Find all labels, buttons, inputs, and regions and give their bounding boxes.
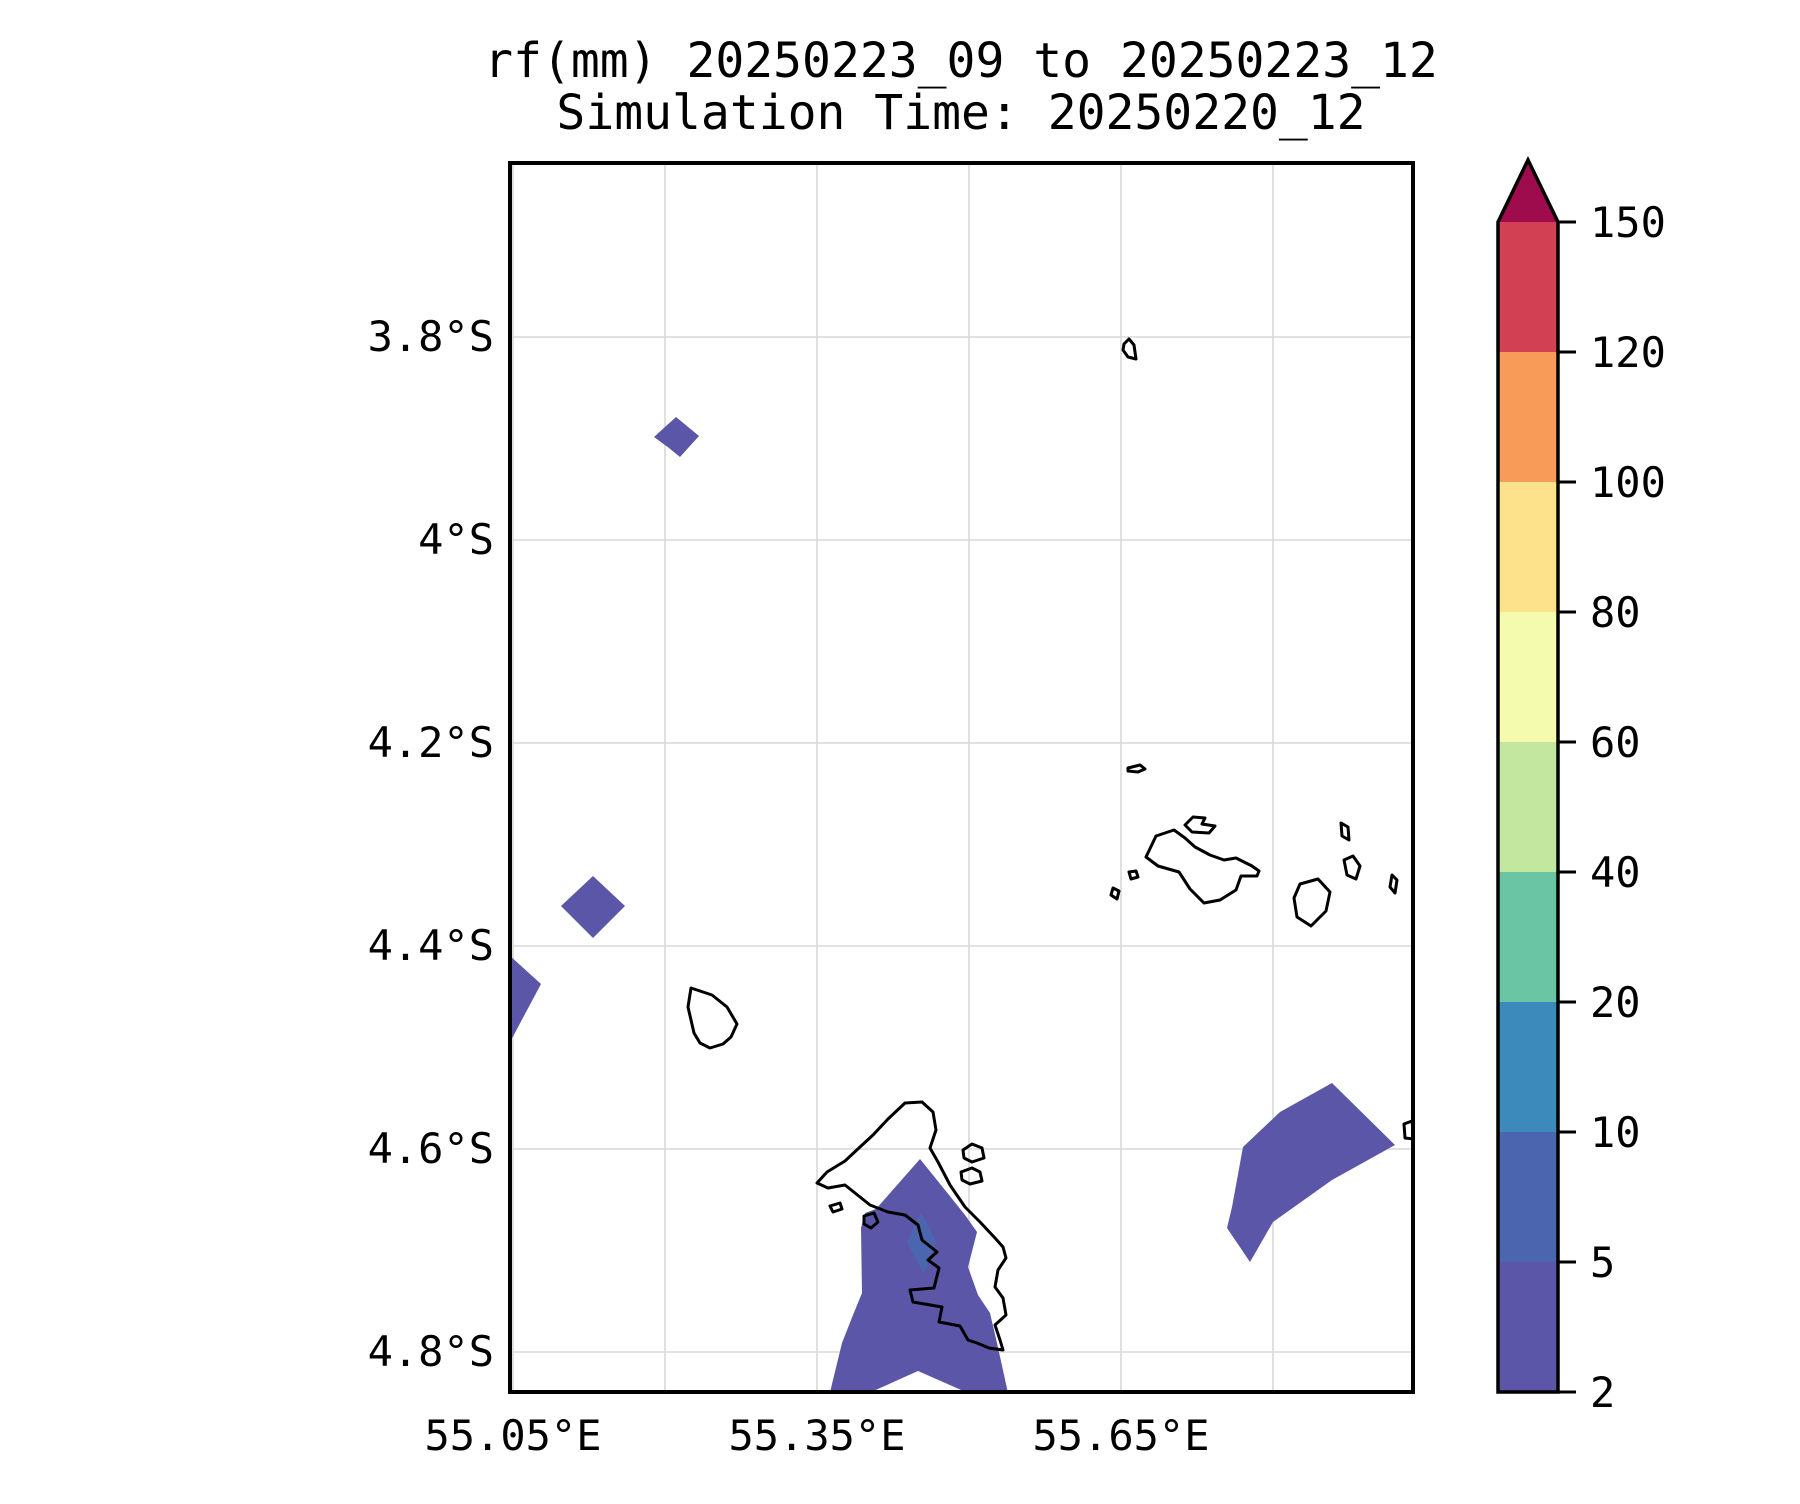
cbar-seg-10-20	[1498, 1002, 1558, 1132]
cbar-seg-2-5	[1498, 1262, 1558, 1392]
island-outline-silhouette	[686, 986, 739, 1050]
cbar-seg-60-80	[1498, 612, 1558, 742]
cbar-label-5: 5	[1590, 1238, 1615, 1287]
x-tick-label-55.65e: 55.65°E	[1032, 1411, 1209, 1460]
colorbar: 150 120 100 80 60 40 20 10 5 2	[1496, 155, 1666, 1417]
cbar-label-2: 2	[1590, 1368, 1615, 1417]
island-outline-ste-anne-north	[961, 1142, 986, 1164]
island-outline-east-sliver	[1388, 873, 1399, 895]
cbar-label-80: 80	[1590, 588, 1641, 637]
rain-patch-east-blob	[1227, 1083, 1395, 1262]
x-tick-label-55.05e: 55.05°E	[424, 1411, 601, 1460]
island-outline-west-sliver	[828, 1201, 844, 1214]
island-outline-denis	[1121, 337, 1138, 361]
cbar-outline	[1496, 155, 1560, 1394]
cbar-seg-5-10	[1498, 1132, 1558, 1262]
cbar-label-20: 20	[1590, 978, 1641, 1027]
figure-subtitle: Simulation Time: 20250220_12	[556, 85, 1365, 141]
island-outline-mahe	[815, 1100, 1008, 1352]
cbar-label-60: 60	[1590, 718, 1641, 767]
rain-patch-mid-diamond	[561, 876, 625, 938]
cbar-seg-100-120	[1498, 352, 1558, 482]
y-tick-label-4s: 4°S	[418, 515, 494, 564]
y-tick-label-3.8s: 3.8°S	[368, 312, 494, 361]
y-axis-labels: 3.8°S 4°S 4.2°S 4.4°S 4.6°S 4.8°S	[368, 312, 494, 1376]
island-outline-marianne	[1342, 854, 1362, 881]
island-outline-cousin	[1127, 869, 1140, 881]
y-tick-label-4.4s: 4.4°S	[368, 921, 494, 970]
cbar-seg-20-40	[1498, 872, 1558, 1002]
island-outline-fregate-clipped	[1402, 1119, 1413, 1141]
cbar-label-100: 100	[1590, 458, 1666, 507]
coastlines	[686, 337, 1413, 1352]
y-tick-label-4.6s: 4.6°S	[368, 1124, 494, 1173]
rain-patch-west-edge-wedge	[510, 955, 541, 1043]
y-tick-label-4.8s: 4.8°S	[368, 1327, 494, 1376]
island-outline-cousine	[1109, 886, 1121, 901]
cbar-label-40: 40	[1590, 848, 1641, 897]
island-outline-felicite	[1339, 821, 1351, 842]
x-tick-label-55.35e: 55.35°E	[728, 1411, 905, 1460]
cbar-ticks	[1558, 220, 1576, 1394]
island-outline-aride	[1126, 763, 1147, 774]
island-outline-la-digue	[1292, 877, 1332, 928]
cbar-seg-40-60	[1498, 742, 1558, 872]
island-outline-praslin	[1144, 828, 1261, 905]
cbar-seg-120-150	[1498, 222, 1558, 352]
y-tick-label-4.2s: 4.2°S	[368, 718, 494, 767]
cbar-seg-80-100	[1498, 482, 1558, 612]
cbar-label-10: 10	[1590, 1108, 1641, 1157]
figure-title: rf(mm) 20250223_09 to 20250223_12	[484, 33, 1438, 89]
island-outline-ste-anne-south	[959, 1166, 984, 1186]
rain-patch-nw-diamond	[654, 417, 699, 457]
cbar-label-150: 150	[1590, 198, 1666, 247]
island-outline-curieuse	[1183, 815, 1217, 835]
cbar-extend-max-triangle	[1498, 160, 1558, 222]
cbar-tick-labels: 150 120 100 80 60 40 20 10 5 2	[1590, 198, 1666, 1417]
cbar-label-120: 120	[1590, 328, 1666, 377]
x-axis-labels: 55.05°E 55.35°E 55.65°E	[424, 1411, 1209, 1460]
island-outline-therese	[862, 1211, 880, 1230]
plot-border	[508, 161, 1415, 1394]
